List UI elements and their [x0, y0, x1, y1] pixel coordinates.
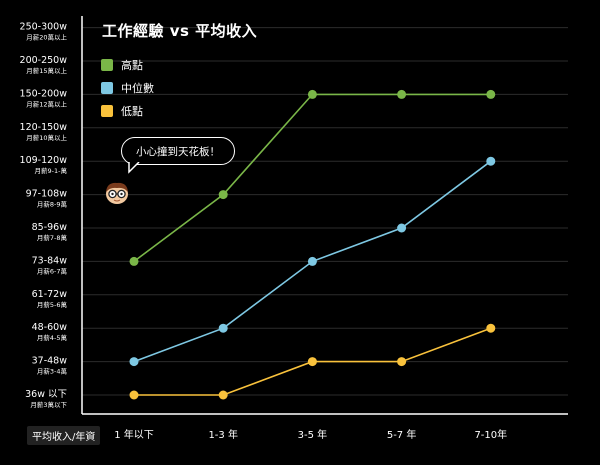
y-tick-sublabel: 月薪15萬以上	[26, 66, 67, 75]
data-point	[307, 89, 317, 99]
y-tick-label: 73-84w	[32, 255, 68, 266]
x-tick-label: 3-5 年	[298, 428, 328, 441]
legend-swatch-high	[101, 59, 113, 71]
data-point	[129, 390, 139, 400]
data-point	[397, 357, 407, 367]
y-tick-label: 97-108w	[26, 189, 68, 200]
data-point	[486, 323, 496, 333]
y-tick-sublabel: 月薪8-9萬	[37, 200, 68, 209]
data-point	[307, 357, 317, 367]
data-point	[218, 390, 228, 400]
y-tick-label: 250-300w	[20, 22, 68, 33]
data-point	[397, 223, 407, 233]
data-point	[218, 323, 228, 333]
legend-label-high: 高點	[121, 59, 143, 72]
data-point	[218, 190, 228, 200]
nerd-face-icon	[106, 182, 128, 204]
y-tick-sublabel: 月薪20萬以上	[26, 33, 67, 42]
y-tick-sublabel: 月薪3-4萬	[37, 367, 68, 376]
legend-item-low: 低點	[101, 104, 154, 118]
y-tick-label: 61-72w	[32, 289, 68, 300]
legend: 高點 中位數 低點	[101, 58, 154, 127]
y-tick-label: 37-48w	[32, 356, 68, 367]
data-point	[486, 156, 496, 166]
y-tick-sublabel: 月薪12萬以上	[26, 99, 67, 108]
y-tick-sublabel: 月薪10萬以上	[26, 133, 67, 142]
legend-swatch-low	[101, 105, 113, 117]
y-tick-label: 36w 以下	[25, 389, 67, 400]
x-axis-title: 平均收入/年資	[27, 426, 101, 445]
y-tick-label: 120-150w	[20, 122, 68, 133]
x-tick-label: 1 年以下	[114, 428, 154, 441]
y-tick-label: 85-96w	[32, 222, 68, 233]
legend-item-high: 高點	[101, 58, 154, 72]
y-tick-sublabel: 月薪9-1-萬	[35, 166, 68, 175]
x-tick-label: 5-7 年	[387, 428, 417, 441]
legend-label-low: 低點	[121, 105, 143, 118]
legend-swatch-median	[101, 82, 113, 94]
data-point	[129, 357, 139, 367]
y-tick-sublabel: 月薪3萬以下	[30, 400, 67, 409]
y-tick-label: 150-200w	[20, 88, 68, 99]
y-tick-label: 109-120w	[20, 155, 68, 166]
callout-bubble: 小心撞到天花板！	[121, 137, 235, 165]
data-point	[397, 89, 407, 99]
callout-tail	[128, 162, 140, 174]
x-tick-label: 7-10年	[474, 428, 507, 441]
y-tick-sublabel: 月薪4-5萬	[37, 333, 68, 342]
y-tick-sublabel: 月薪6-7萬	[37, 266, 68, 275]
series-line-0	[133, 93, 491, 263]
y-tick-sublabel: 月薪7-8萬	[37, 233, 68, 242]
y-tick-label: 200-250w	[20, 55, 68, 66]
data-point	[486, 89, 496, 99]
legend-item-median: 中位數	[101, 81, 154, 95]
x-tick-label: 1-3 年	[208, 428, 238, 441]
legend-label-median: 中位數	[121, 82, 154, 95]
y-tick-sublabel: 月薪5-6萬	[37, 300, 68, 309]
y-tick-label: 48-60w	[32, 322, 68, 333]
data-point	[307, 256, 317, 266]
chart-title: 工作經驗 vs 平均收入	[102, 22, 258, 40]
data-point	[129, 256, 139, 266]
